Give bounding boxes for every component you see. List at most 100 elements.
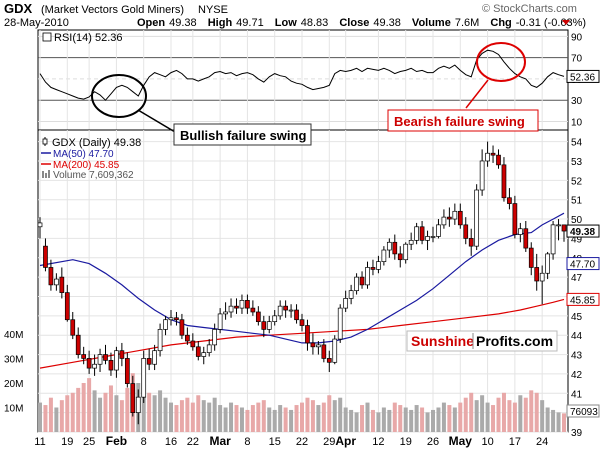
volume-bar — [398, 405, 403, 432]
volume-bar — [229, 402, 234, 432]
volume-tick-label: 30M — [4, 355, 23, 366]
price-tick-label: 42 — [571, 370, 583, 381]
candle — [119, 342, 125, 367]
volume-bar — [185, 397, 190, 432]
candle-body — [354, 276, 359, 292]
price-tick-label: 43 — [571, 351, 583, 362]
volume-bar — [76, 387, 81, 432]
ma50-tag-box — [566, 257, 600, 271]
price-tick-label: 39 — [571, 428, 583, 439]
bullish-annotation-label: Bullish failure swing — [180, 128, 306, 143]
volume-bar — [452, 407, 457, 432]
candle-body — [108, 360, 114, 371]
volume-bar — [201, 400, 206, 432]
candle-body — [119, 350, 125, 359]
candle — [250, 300, 256, 316]
candle-body — [201, 352, 207, 357]
candle — [92, 354, 97, 376]
candle-body — [403, 243, 409, 261]
volume-bar — [349, 409, 354, 432]
candle — [359, 271, 365, 289]
candle — [474, 184, 480, 251]
candle — [234, 298, 239, 314]
candle-body — [485, 152, 490, 162]
candle-body — [337, 307, 343, 340]
candle — [272, 310, 278, 326]
candle — [70, 311, 76, 340]
volume-bar — [267, 407, 272, 432]
rsi-last-tag — [566, 69, 600, 83]
candle — [545, 251, 550, 280]
volume-bar — [409, 409, 414, 432]
candle-body — [359, 276, 365, 286]
candle — [195, 341, 201, 361]
candle-body — [277, 305, 283, 317]
x-tick-label: 10 — [481, 436, 493, 448]
candle-body — [376, 261, 381, 270]
x-tick-label: 12 — [372, 436, 384, 448]
bearish-annotation-pointer — [465, 79, 489, 109]
x-tick-label: 17 — [509, 436, 521, 448]
candle — [517, 222, 523, 243]
candle — [337, 304, 343, 343]
legend-volume-label: Volume 7,609,362 — [53, 170, 134, 181]
candle-body — [266, 321, 272, 330]
volume-bar — [223, 407, 228, 432]
candle-body — [517, 228, 523, 235]
candle-body — [556, 224, 561, 227]
candle-body — [239, 300, 245, 309]
volume-bar — [256, 402, 261, 432]
candle-body — [386, 241, 392, 251]
volume-bar — [234, 405, 239, 432]
volume-bar — [141, 378, 146, 432]
candle-body — [48, 267, 54, 286]
price-tick-label: 54 — [571, 138, 583, 149]
volume-bar — [343, 407, 348, 432]
price-tick-label: 52 — [571, 176, 583, 187]
volume-bar — [81, 383, 86, 432]
candle-body — [414, 226, 419, 241]
candle-body — [348, 290, 354, 299]
candle-body — [245, 300, 250, 309]
close-tag-label: 49.38 — [570, 227, 595, 238]
volume-bar — [403, 407, 408, 432]
volume-bar — [327, 395, 332, 432]
candle — [507, 188, 512, 210]
bearish-annotation-circle — [476, 42, 526, 82]
candle — [468, 228, 474, 256]
candle — [86, 350, 92, 374]
candle-body — [425, 236, 430, 241]
candle — [348, 284, 354, 305]
volume-bar — [169, 402, 173, 432]
candle — [108, 352, 114, 376]
price-tick-label: 49 — [571, 234, 583, 245]
candle — [365, 261, 370, 289]
volume-bar — [272, 409, 277, 432]
volume-bar — [119, 400, 124, 432]
volume-bar — [523, 397, 528, 432]
x-tick-label: 11 — [34, 436, 45, 448]
candle — [310, 333, 316, 355]
candle — [206, 339, 212, 357]
volume-bar — [540, 400, 545, 432]
rsi-legend: RSI(14) 52.36 — [42, 32, 122, 44]
candle — [299, 313, 305, 332]
volume-bar — [534, 392, 539, 432]
candle — [496, 149, 501, 169]
price-legend: GDX (Daily) 49.38 MA(50) 47.70 MA(200) 4… — [41, 137, 141, 181]
candle-body — [288, 309, 294, 312]
candle-body — [217, 313, 223, 330]
rsi-tick-label: 90 — [571, 32, 583, 43]
candle-body — [206, 344, 212, 353]
candle — [386, 238, 392, 258]
volume-bar — [125, 387, 130, 432]
candle — [141, 350, 147, 403]
rsi-legend-icon — [42, 32, 52, 42]
candle — [457, 203, 463, 229]
candle — [436, 219, 441, 239]
volume-tag-label: 76093 — [570, 407, 598, 418]
candle — [228, 298, 234, 318]
candle-body — [479, 160, 485, 191]
candle — [425, 230, 430, 251]
volume-bar — [370, 409, 375, 432]
